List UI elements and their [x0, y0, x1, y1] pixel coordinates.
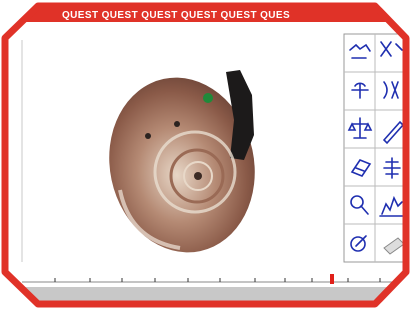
- toolbar: [344, 34, 411, 262]
- window: QUEST QUEST QUEST QUEST QUEST QUES: [0, 0, 411, 309]
- banner-text: QUEST QUEST QUEST QUEST QUEST QUES: [62, 10, 290, 21]
- playhead[interactable]: [330, 274, 334, 284]
- screen: QUEST QUEST QUEST QUEST QUEST QUES: [0, 0, 411, 309]
- page: QUEST QUEST QUEST QUEST QUEST QUES: [0, 0, 411, 309]
- timeline[interactable]: [0, 264, 411, 286]
